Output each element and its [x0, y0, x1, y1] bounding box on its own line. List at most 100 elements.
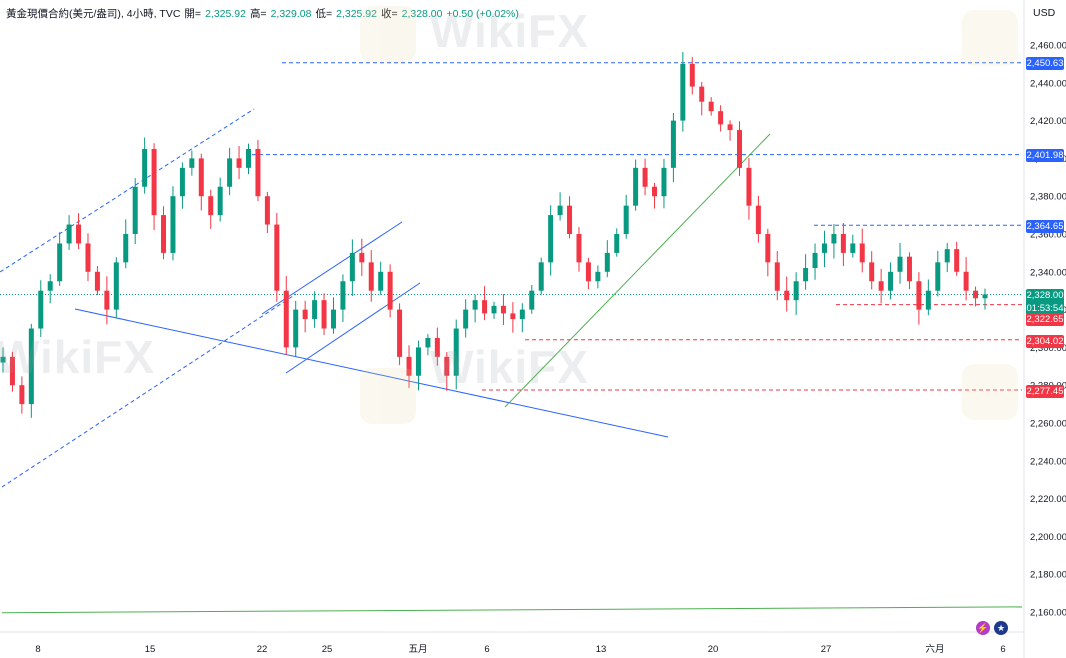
candle-body [812, 252, 818, 269]
candle-body [897, 256, 903, 272]
x-tick-label: 6 [484, 644, 489, 655]
candle-body [142, 148, 148, 187]
candle-body [982, 294, 988, 299]
current-price-badge: 2,328.00 01:53:54 [1026, 289, 1064, 315]
candle-body [906, 256, 912, 282]
y-tick-label: 2,220.00 [1030, 494, 1066, 505]
legend-high: 2,329.08 [270, 7, 312, 20]
candle-body [246, 148, 251, 168]
candle-body [557, 205, 563, 216]
candle-body [840, 234, 846, 253]
candle-body [293, 309, 299, 348]
support-trendline [74, 308, 669, 438]
candle-body [604, 252, 610, 272]
candle-body [227, 158, 233, 187]
candle-body [255, 148, 261, 197]
candle-body [38, 290, 44, 329]
bar-countdown: 01:53:54 [1026, 303, 1064, 314]
legend-change: +0.50 (+0.02%) [446, 7, 519, 20]
legend-close-label: 收= [380, 8, 398, 20]
candle-body [9, 356, 15, 386]
candle-body [94, 271, 100, 291]
candle-body [821, 243, 827, 253]
candle-body [652, 186, 658, 197]
candle-body [349, 252, 355, 282]
candle-body [718, 111, 724, 125]
x-tick-label: 22 [257, 644, 268, 655]
channel-upper-line [0, 108, 255, 273]
us-flag-icon[interactable]: ★ [994, 621, 1008, 635]
candle-body [302, 309, 308, 320]
candle-body [925, 290, 931, 310]
candle-body [340, 281, 346, 310]
x-tick-label: 6 [1000, 644, 1005, 655]
y-tick-label: 2,180.00 [1030, 570, 1066, 581]
currency-label: USD [1033, 7, 1056, 19]
legend-high-label: 高= [249, 8, 267, 20]
candle-body [708, 101, 714, 112]
y-tick-label: 2,380.00 [1030, 192, 1066, 203]
candle-body [642, 167, 648, 187]
y-tick-label: 2,200.00 [1030, 532, 1066, 543]
candle-body [793, 281, 799, 301]
candle-body [831, 234, 837, 244]
y-tick-label: 2,300.00 [1030, 343, 1066, 354]
level-badge-2401: 2,401.98 [1026, 149, 1064, 162]
level-badge-2322: 2,322.65 [1026, 313, 1064, 326]
candle-body [803, 268, 809, 282]
candle-body [538, 262, 544, 291]
candle-body [151, 148, 157, 216]
candle-body [198, 158, 204, 197]
candle-body [47, 281, 53, 291]
x-tick-label: 13 [596, 644, 607, 655]
candle-body [755, 205, 761, 234]
current-price: 2,328.00 [1026, 290, 1064, 301]
candle-body [453, 328, 459, 376]
candle-body [28, 328, 34, 405]
candle-body [330, 309, 336, 329]
candle-body [916, 281, 922, 310]
candle-body [434, 337, 440, 357]
candle-body [680, 63, 686, 121]
candle-body [312, 300, 318, 320]
candle-body [670, 120, 676, 168]
candle-body [491, 305, 497, 314]
candle-body [614, 234, 620, 253]
candle-body [113, 262, 119, 310]
candle-body [321, 300, 327, 329]
candle-body [548, 215, 554, 263]
candle-body [500, 305, 506, 314]
candle-body [699, 86, 705, 102]
candle-body [519, 309, 525, 320]
candle-body [359, 252, 365, 263]
candle-body [406, 356, 412, 376]
level-badge-2304: 2,304.02 [1026, 335, 1064, 348]
candle-body [661, 167, 667, 197]
candle-body [217, 186, 223, 216]
candle-body [57, 243, 63, 282]
candle-body [444, 356, 450, 376]
candle-body [567, 205, 573, 234]
x-tick-label: 五月 [408, 644, 427, 655]
candle-body [264, 196, 270, 225]
x-tick-label: 27 [821, 644, 832, 655]
candle-body [463, 309, 469, 329]
candle-body [888, 271, 894, 291]
candle-body [784, 290, 790, 301]
lightning-icon[interactable]: ⚡ [976, 621, 990, 635]
candle-body [774, 262, 780, 291]
candle-body [387, 271, 393, 310]
candle-body [66, 224, 72, 244]
candle-body [633, 167, 639, 206]
candle-body [973, 290, 979, 299]
candle-body [746, 167, 752, 206]
y-tick-label: 2,440.00 [1030, 78, 1066, 89]
legend-low: 2,325.92 [336, 7, 377, 20]
candle-body [878, 281, 884, 291]
level-badge-2364: 2,364.65 [1026, 220, 1064, 233]
candle-body [368, 262, 374, 291]
candle-body [623, 205, 629, 234]
candle-body [0, 356, 6, 363]
y-tick-label: 2,460.00 [1030, 41, 1066, 52]
